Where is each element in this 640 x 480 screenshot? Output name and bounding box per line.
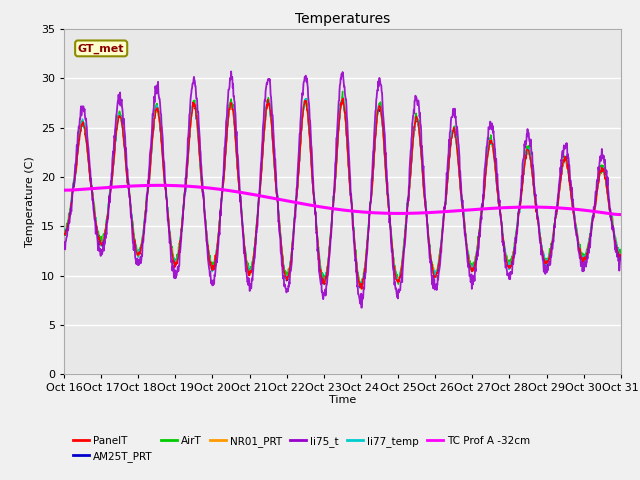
Title: Temperatures: Temperatures — [295, 12, 390, 26]
Legend: PanelT, AM25T_PRT, AirT, NR01_PRT, li75_t, li77_temp, TC Prof A -32cm: PanelT, AM25T_PRT, AirT, NR01_PRT, li75_… — [69, 432, 534, 466]
Text: GT_met: GT_met — [78, 43, 124, 54]
Y-axis label: Temperature (C): Temperature (C) — [26, 156, 35, 247]
X-axis label: Time: Time — [329, 395, 356, 405]
